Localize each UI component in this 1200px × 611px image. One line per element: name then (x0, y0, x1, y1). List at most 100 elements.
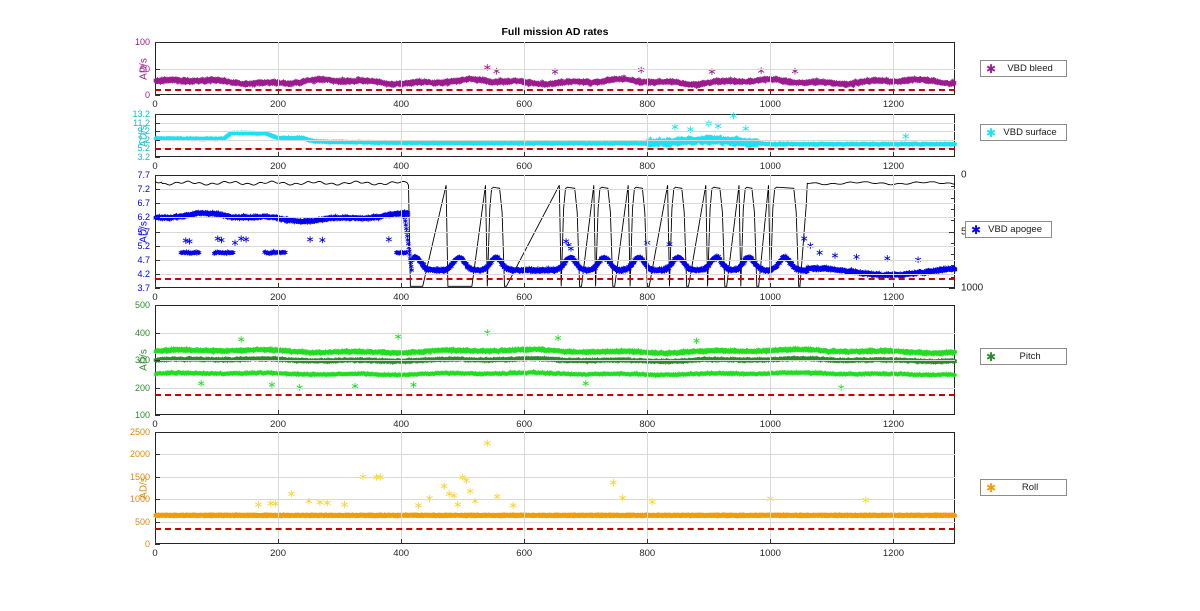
threshold-line (155, 89, 955, 92)
x-tick-mark (401, 410, 403, 415)
x-tick-mark (155, 410, 156, 415)
y-tick-label: 50 (140, 64, 155, 74)
x-tick-mark (524, 90, 526, 95)
y-tick-label: 100 (135, 37, 155, 47)
x-tick-label: 1000 (760, 292, 781, 303)
x-tick-mark (770, 152, 772, 157)
x-tick-label: 200 (270, 548, 286, 559)
y-tick-label: 2500 (130, 427, 155, 437)
x-tick-mark (401, 539, 403, 544)
gridline-h (155, 259, 955, 261)
x-tick-mark (770, 283, 772, 288)
y-tick-label: 4.7 (137, 255, 155, 265)
x-tick-mark (401, 90, 403, 95)
x-tick-mark (401, 283, 403, 288)
x-tick-label: 600 (516, 292, 532, 303)
y-tick-mark (155, 139, 160, 141)
gridline-v (278, 305, 280, 415)
panel-vbd-surface: AD/s 3.2 5.2 7.2 9.2 11.2 13.2 0 200 400 600 800 10… (132, 109, 958, 172)
gridline-h (155, 387, 955, 389)
panel-pitch: AD/s 100 200 300 400 500 0 200 400 600 800 1000 120… (135, 300, 958, 430)
y-tick-label: 2000 (130, 449, 155, 459)
gridline-v (524, 42, 526, 95)
x-tick-mark (155, 152, 156, 157)
y-tick-mark (155, 305, 160, 306)
y-tick-mark (155, 499, 160, 501)
legend-label-vbd-apogee: VBD apogee (987, 224, 1043, 235)
gridline-v (401, 305, 403, 415)
x-tick-mark (893, 152, 895, 157)
x-tick-label: 1000 (760, 548, 781, 559)
x-tick-label: 200 (270, 292, 286, 303)
series-roll (153, 439, 957, 519)
legend-label-pitch: Pitch (1002, 351, 1058, 362)
y-tick-label: 11.2 (133, 118, 155, 128)
x-tick-mark (278, 539, 280, 544)
x-tick-label: 1200 (883, 99, 904, 110)
x-tick-mark (893, 410, 895, 415)
roll-marker-icon: ✱ (986, 482, 996, 494)
y-tick-label: 7.2 (137, 135, 155, 145)
y-tick-label: 400 (135, 328, 155, 338)
threshold-line (155, 147, 955, 150)
gridline-v (401, 175, 403, 288)
legend-vbd-bleed[interactable]: ✱ VBD bleed (980, 60, 1068, 77)
x-tick-label: 1200 (883, 161, 904, 172)
legend-vbd-apogee[interactable]: ✱ VBD apogee (965, 221, 1053, 238)
right-y-minor-tick (951, 186, 955, 188)
x-tick-mark (893, 90, 895, 95)
gridline-v (647, 432, 649, 544)
x-tick-label: 400 (393, 419, 409, 430)
y-tick-mark (155, 157, 160, 158)
gridline-v (524, 114, 526, 157)
gridline-h (155, 122, 955, 124)
x-tick-mark (401, 152, 403, 157)
gridline-v (893, 42, 895, 95)
right-y-minor-tick (951, 208, 955, 210)
x-tick-label: 800 (639, 161, 655, 172)
gridline-h (155, 273, 955, 275)
x-tick-mark (524, 283, 526, 288)
threshold-line (155, 394, 955, 397)
series-vbd-bleed (153, 64, 957, 89)
gridline-h (155, 139, 955, 141)
y-tick-mark (155, 259, 160, 261)
gridline-v (524, 432, 526, 544)
y-tick-mark (155, 544, 160, 545)
legend-roll[interactable]: ✱ Roll (980, 479, 1068, 496)
x-tick-label: 400 (393, 292, 409, 303)
y-tick-label: 0 (145, 90, 155, 100)
gridline-v (401, 42, 403, 95)
x-tick-mark (770, 410, 772, 415)
gridline-h (155, 360, 955, 361)
x-tick-mark (155, 539, 156, 544)
x-tick-label: 1200 (883, 548, 904, 559)
x-tick-label: 200 (270, 419, 286, 430)
gridline-h (155, 245, 955, 247)
y-tick-label: 7.7 (137, 170, 155, 180)
x-tick-label: 1000 (760, 419, 781, 430)
gridline-v (770, 114, 772, 157)
x-tick-label: 800 (639, 292, 655, 303)
gridline-v (647, 305, 649, 415)
plot-area-roll (155, 432, 955, 544)
y-tick-mark (155, 231, 160, 233)
y-tick-mark (155, 245, 160, 247)
y-tick-label: 6.2 (137, 212, 155, 222)
gridline-v (647, 42, 649, 95)
x-tick-label: 600 (516, 419, 532, 430)
legend-label-vbd-surface: VBD surface (1002, 127, 1058, 138)
right-y-tick-mark (949, 288, 955, 289)
gridline-v (278, 175, 280, 288)
right-y-tick-mark (949, 175, 955, 176)
y-tick-mark (155, 189, 160, 191)
y-tick-label: 4.2 (137, 269, 155, 279)
y-tick-mark (155, 432, 160, 433)
x-tick-label: 800 (639, 548, 655, 559)
x-tick-label: 1200 (883, 292, 904, 303)
legend-vbd-surface[interactable]: ✱ VBD surface (980, 124, 1068, 141)
legend-pitch[interactable]: ✱ Pitch (980, 348, 1068, 365)
gridline-v (647, 175, 649, 288)
x-tick-mark (770, 539, 772, 544)
